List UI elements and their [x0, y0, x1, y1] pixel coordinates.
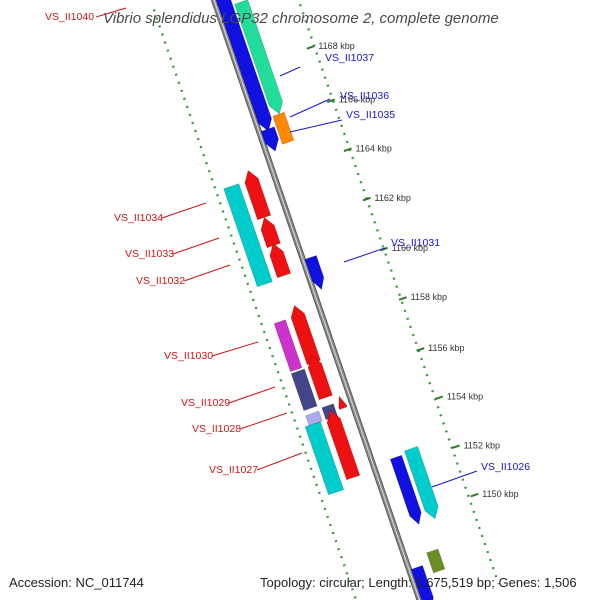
feature-cyan-block	[223, 183, 273, 288]
gene-label-reverse: VS_II1028	[192, 423, 241, 435]
scale-tick-label: 1160 kbp	[392, 243, 428, 253]
scale-tick-6	[416, 347, 425, 352]
feature-vs-ii1037	[234, 0, 283, 115]
accession-text: Accession: NC_011744	[9, 575, 144, 590]
scale-tick-label: 1162 kbp	[375, 193, 411, 203]
leader-line	[256, 452, 303, 471]
scale-tick-7	[434, 395, 444, 401]
leader-line	[431, 470, 478, 488]
gene-label-reverse: VS_II1027	[209, 464, 258, 476]
scale-ticks: 1168 kbp 1166 kbp 1164 kbp 1162 kbp 1160 kbp…	[306, 41, 519, 499]
feature-fwd-bottom	[426, 548, 446, 574]
scale-tick-label: 1164 kbp	[356, 143, 392, 153]
leader-line	[289, 98, 331, 118]
leader-line	[289, 119, 343, 133]
feature-fwd-bottom-2	[410, 565, 434, 600]
feature-vs-ii1036	[215, 0, 272, 132]
gene-label-reverse: VS_II1032	[136, 275, 185, 287]
feature-vs-ii1029-b	[290, 368, 318, 411]
feature-vs-ii1034	[244, 169, 272, 221]
leader-line	[239, 412, 288, 430]
leader-line	[161, 202, 207, 219]
feature-vs-ii1027-b	[304, 421, 345, 496]
leader-line	[343, 247, 386, 263]
feature-vs-ii1028-small	[338, 395, 348, 410]
backbone-highlight	[213, 0, 421, 600]
scale-tick-label: 1154 kbp	[447, 391, 483, 401]
leader-line	[95, 7, 127, 18]
map-title: Vibrio splendidus LGP32 chromosome 2, co…	[103, 10, 499, 27]
scale-tick-4	[379, 246, 388, 252]
gene-label-forward: VS_II1035	[346, 109, 395, 121]
leader-line	[211, 341, 259, 357]
feature-vs-ii1036b	[260, 126, 279, 152]
gene-label-forward: VS_II1037	[325, 52, 374, 64]
feature-vs-ii1035	[272, 111, 295, 145]
feature-vs-ii1030-multi	[273, 319, 303, 372]
gene-label-forward: VS_II1026	[481, 461, 530, 473]
genome-summary-text: Topology: circular; Length: 1,675,519 bp…	[260, 575, 577, 590]
feature-vs-ii1031	[304, 255, 325, 290]
scale-tick-label: 1166 kbp	[339, 94, 375, 104]
scale-tick-9	[470, 492, 479, 498]
feature-vs-ii1029	[307, 354, 333, 401]
gene-label-forward: VS_II1036	[340, 90, 389, 102]
gene-labels: VS_II1037 VS_II1036 VS_II1035 VS_II1031 VS_I…	[45, 7, 530, 488]
feature-vs-ii1026	[389, 454, 422, 525]
scale-tick-3	[362, 196, 371, 202]
scale-tick-8	[451, 444, 460, 450]
feature-vs-ii1032	[269, 242, 292, 279]
scale-tick-1	[326, 98, 336, 103]
gene-label-reverse: VS_II1030	[164, 350, 213, 362]
scale-tick-0	[306, 45, 315, 50]
chromosome-backbone	[210, 0, 423, 600]
scale-tick-5	[398, 296, 407, 301]
gene-label-forward: VS_II1031	[391, 237, 440, 249]
feature-vs-ii1028-b	[305, 410, 323, 426]
leader-line	[172, 237, 220, 255]
scale-tick-label: 1152 kbp	[464, 440, 500, 450]
gene-label-reverse: VS_II1033	[125, 248, 174, 260]
gene-label-reverse: VS_II1040	[45, 11, 94, 23]
leader-line	[228, 386, 276, 404]
gene-label-reverse: VS_II1034	[114, 212, 163, 224]
feature-vs-ii1033	[260, 216, 281, 249]
leader-line	[279, 66, 301, 77]
scale-tick-label: 1168 kbp	[318, 41, 354, 51]
feature-vs-ii1026b	[404, 446, 439, 520]
scale-tick-label: 1150 kbp	[482, 489, 518, 499]
scale-tick-label: 1158 kbp	[411, 292, 447, 302]
leader-line	[183, 264, 231, 282]
ring-guide-outer-right	[297, 0, 500, 585]
scale-tick-label: 1156 kbp	[428, 343, 464, 353]
gene-label-reverse: VS_II1029	[181, 397, 230, 409]
feature-vs-ii1027	[326, 409, 361, 481]
gene-features	[215, 0, 446, 600]
scale-tick-2	[343, 147, 352, 152]
